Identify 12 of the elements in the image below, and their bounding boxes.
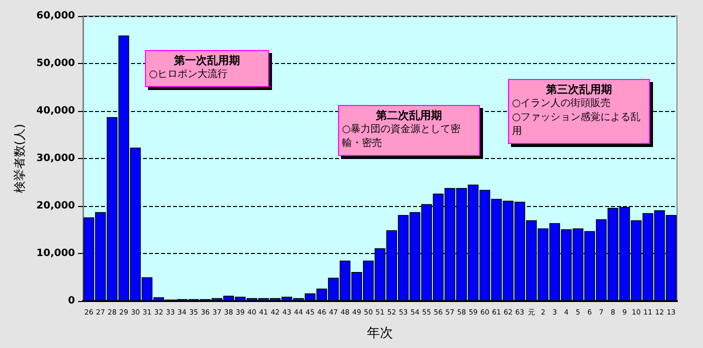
y-tick-label: 60,000 [36,10,76,22]
y-tick-label: 20,000 [36,200,76,212]
annotation: 第一次乱用期 ○ヒロポン大流行 [149,53,241,82]
y-tick-label: 50,000 [36,58,76,69]
x-axis-title: 年次 [367,326,393,341]
y-tick-label: 0 [68,296,76,306]
annotation: 第三次乱用期 ○イラン人の街頭販売 ○ファッション感覚による乱用 [512,82,642,139]
annotation: 第二次乱用期 ○暴力団の資金源として密輸・密売 [342,108,462,151]
y-axis-title: 検挙者数(人) [12,124,27,194]
y-tick-label: 30,000 [36,153,76,164]
y-tick-label: 40,000 [36,106,76,116]
y-tick-label: 10,000 [36,248,76,259]
